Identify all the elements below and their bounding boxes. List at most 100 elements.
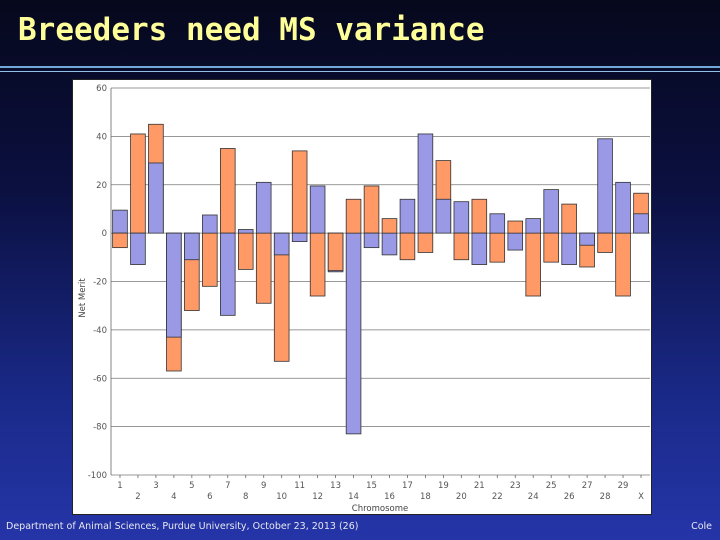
bar-series-1-chr-10 [273,232,290,256]
bar-series-1-chr-2 [130,232,146,265]
x-tick-label: 8 [243,492,248,502]
x-tick-label: X [638,492,644,502]
bar-series-1-chr-X [633,213,649,234]
bar-series-1-chr-16 [381,232,398,256]
x-tick-label: 3 [153,481,158,491]
bar-series-2-chr-11 [291,150,308,234]
x-tick-label: 12 [312,492,323,502]
x-tick-label: 11 [294,481,305,491]
x-tick-label: 18 [420,492,431,502]
bar-series-1-chr-21 [471,232,488,265]
bar-series-1-chr-27 [579,232,595,246]
title-divider-thin [0,71,720,72]
bar-series-2-chr-20 [453,232,470,261]
x-tick-label: 7 [225,481,230,491]
slide-title: Breeders need MS variance [18,12,485,48]
x-tick-label: 15 [366,481,377,491]
bar-series-1-chr-26 [561,232,577,265]
bar-series-1-chr-20 [453,201,470,234]
x-tick-label: 28 [600,492,611,502]
bar-series-2-chr-25 [543,232,559,263]
bar-series-2-chr-8 [237,232,254,270]
x-tick-label: 16 [384,492,395,502]
x-tick-label: 21 [474,481,485,491]
bar-series-2-chr-15 [363,185,380,234]
x-tick-label: 24 [528,492,539,502]
title-divider [0,66,720,68]
x-tick-label: 22 [492,492,503,502]
bar-series-2-chr-14 [345,198,362,234]
y-tick-label: -60 [93,374,107,384]
net-merit-bar-chart: 6040200-20-40-60-80-10012345678910111213… [78,84,650,514]
bar-series-1-chr-17 [399,198,416,234]
bar-series-1-chr-18 [417,133,434,234]
x-tick-label: 17 [402,481,413,491]
bar-series-2-chr-6 [202,232,218,287]
bar-series-1-chr-9 [255,181,272,234]
y-tick-label: -20 [93,278,107,288]
bar-series-2-chr-1 [112,232,128,249]
x-tick-label: 25 [546,481,557,491]
bar-series-2-chr-7 [220,148,236,234]
x-tick-label: 29 [618,481,629,491]
y-tick-label: -100 [88,471,107,481]
bar-series-2-chr-26 [561,203,577,234]
bar-series-2-chr-23 [507,220,524,234]
bar-series-1-chr-15 [363,232,380,249]
bar-series-2-chr-18 [417,232,434,253]
x-tick-label: 2 [135,492,140,502]
x-tick-label: 4 [171,492,176,502]
x-tick-label: 1 [117,481,122,491]
bar-series-2-chr-24 [525,232,541,297]
bar-series-1-chr-1 [112,209,128,234]
x-axis-title: Chromosome [352,504,408,514]
bar-series-2-chr-12 [309,232,326,297]
bar-series-1-chr-5 [184,232,200,261]
bar-series-1-chr-24 [525,218,541,234]
bar-series-2-chr-29 [615,232,631,297]
x-tick-label: 10 [276,492,287,502]
bar-series-1-chr-14 [345,232,362,435]
bar-series-2-chr-2 [130,133,146,234]
bar-series-1-chr-6 [202,214,218,234]
chart-panel: 60 40 20 0 -20 -40 -60 -80 -100 1 2 3 4 5 6 7 8 9 10 11 12 13… [72,79,652,515]
footer-author: Cole [691,521,712,532]
bar-series-1-chr-4 [166,232,182,338]
bar-series-1-chr-29 [615,181,631,234]
axes: 6040200-20-40-60-80-10012345678910111213… [88,84,644,502]
x-tick-label: 19 [438,481,449,491]
bar-series-1-chr-23 [507,232,524,251]
x-tick-label: 14 [348,492,359,502]
x-tick-label: 6 [207,492,212,502]
y-tick-label: 20 [96,181,107,191]
bar-series-1-chr-7 [220,232,236,316]
x-tick-label: 27 [582,481,593,491]
x-tick-label: 5 [189,481,194,491]
bar-series-1-chr-11 [291,232,308,242]
y-tick-label: 60 [96,84,107,94]
x-tick-label: 26 [564,492,575,502]
bar-series-2-chr-28 [597,232,613,253]
bar-series-2-chr-13 [327,232,344,272]
bar-series-1-chr-8 [237,229,254,234]
y-tick-label: -80 [93,423,107,433]
bar-series-2-chr-17 [399,232,416,261]
y-tick-label: 0 [102,229,107,239]
bar-series-2-chr-21 [471,198,488,234]
gridlines [111,87,650,476]
bar-series-1-chr-12 [309,185,326,234]
bar-series-2-chr-22 [489,232,506,263]
x-tick-label: 23 [510,481,521,491]
x-tick-label: 20 [456,492,467,502]
bar-series-1-chr-19 [435,198,452,234]
bar-series-1-chr-25 [543,189,559,234]
x-tick-label: 13 [330,481,341,491]
x-tick-label: 9 [261,481,266,491]
y-tick-label: 40 [96,132,107,142]
y-axis-title: Net Merit [78,278,88,318]
bar-series-1-chr-3 [148,162,164,234]
bar-series-2-chr-9 [255,232,272,304]
bars [112,123,649,435]
footer-credit: Department of Animal Sciences, Purdue Un… [6,521,359,532]
bar-series-2-chr-16 [381,218,398,234]
